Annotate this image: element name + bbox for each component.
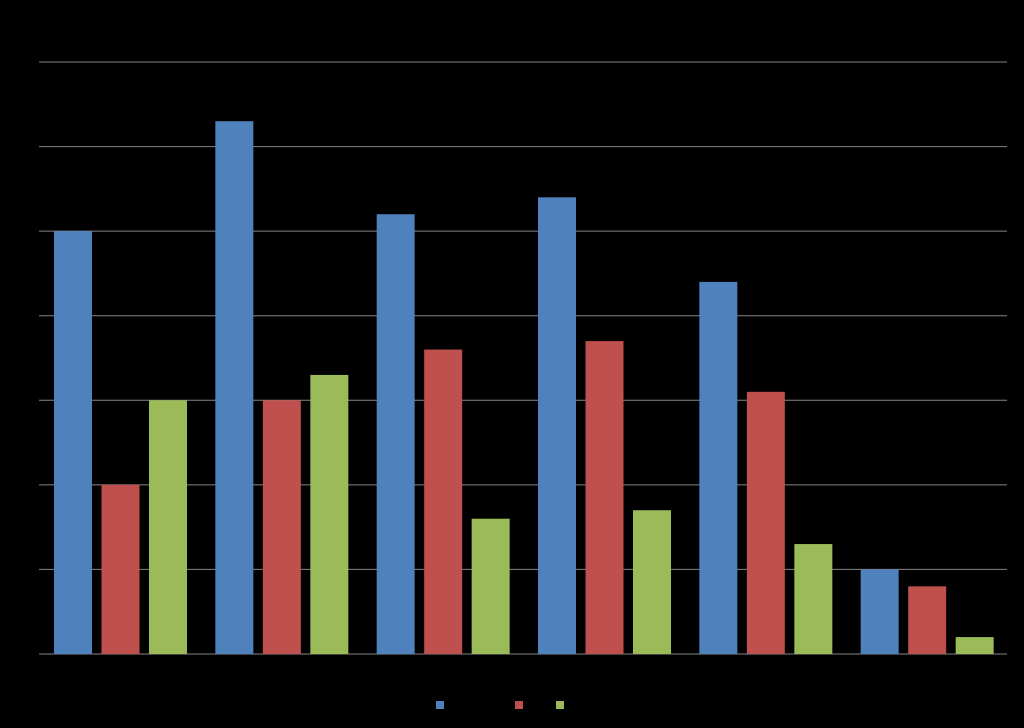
bar bbox=[101, 484, 140, 654]
bar bbox=[538, 197, 576, 655]
bar bbox=[860, 569, 899, 654]
bar bbox=[585, 341, 624, 654]
bar bbox=[908, 586, 947, 654]
bar bbox=[424, 349, 463, 654]
legend-swatch bbox=[436, 701, 444, 709]
bar bbox=[376, 214, 415, 654]
bar bbox=[149, 400, 187, 654]
bar bbox=[310, 374, 349, 654]
bar bbox=[746, 391, 785, 654]
bar bbox=[215, 121, 254, 654]
bar bbox=[633, 510, 671, 654]
bar bbox=[794, 544, 833, 654]
legend-swatch bbox=[515, 701, 523, 709]
legend-swatch bbox=[556, 701, 564, 709]
bar bbox=[955, 637, 994, 654]
bar bbox=[262, 400, 301, 654]
bar bbox=[471, 518, 510, 654]
bar bbox=[54, 231, 92, 654]
bar bbox=[699, 281, 738, 654]
